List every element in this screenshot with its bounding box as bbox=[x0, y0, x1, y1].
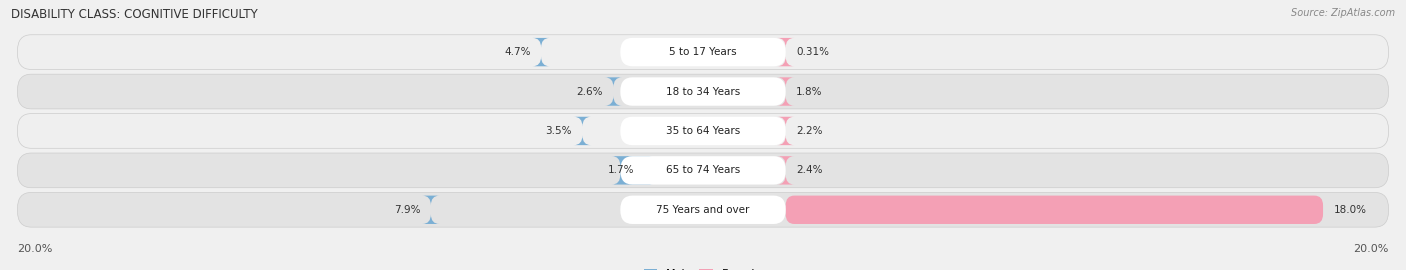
Text: Source: ZipAtlas.com: Source: ZipAtlas.com bbox=[1291, 8, 1395, 18]
FancyBboxPatch shape bbox=[533, 38, 550, 66]
Text: 18 to 34 Years: 18 to 34 Years bbox=[666, 86, 740, 97]
Text: 35 to 64 Years: 35 to 64 Years bbox=[666, 126, 740, 136]
FancyBboxPatch shape bbox=[778, 156, 794, 185]
Text: 4.7%: 4.7% bbox=[505, 47, 531, 57]
FancyBboxPatch shape bbox=[620, 156, 786, 185]
FancyBboxPatch shape bbox=[778, 77, 794, 106]
FancyBboxPatch shape bbox=[17, 35, 1389, 69]
Text: 18.0%: 18.0% bbox=[1333, 205, 1367, 215]
FancyBboxPatch shape bbox=[620, 77, 786, 106]
FancyBboxPatch shape bbox=[778, 38, 794, 66]
Text: 2.4%: 2.4% bbox=[796, 165, 823, 176]
FancyBboxPatch shape bbox=[422, 195, 440, 224]
Legend: Male, Female: Male, Female bbox=[644, 269, 762, 270]
FancyBboxPatch shape bbox=[778, 117, 794, 145]
FancyBboxPatch shape bbox=[17, 74, 1389, 109]
Text: 1.8%: 1.8% bbox=[796, 86, 823, 97]
FancyBboxPatch shape bbox=[605, 77, 621, 106]
FancyBboxPatch shape bbox=[17, 193, 1389, 227]
FancyBboxPatch shape bbox=[620, 195, 786, 224]
Text: 7.9%: 7.9% bbox=[394, 205, 420, 215]
Text: 1.7%: 1.7% bbox=[607, 165, 634, 176]
FancyBboxPatch shape bbox=[17, 114, 1389, 148]
FancyBboxPatch shape bbox=[17, 153, 1389, 188]
Text: 20.0%: 20.0% bbox=[17, 244, 53, 255]
FancyBboxPatch shape bbox=[574, 117, 591, 145]
Text: DISABILITY CLASS: COGNITIVE DIFFICULTY: DISABILITY CLASS: COGNITIVE DIFFICULTY bbox=[11, 8, 257, 21]
FancyBboxPatch shape bbox=[612, 156, 652, 185]
FancyBboxPatch shape bbox=[620, 38, 786, 66]
Text: 2.6%: 2.6% bbox=[576, 86, 603, 97]
FancyBboxPatch shape bbox=[620, 117, 786, 145]
Text: 3.5%: 3.5% bbox=[546, 126, 572, 136]
Text: 2.2%: 2.2% bbox=[796, 126, 823, 136]
Text: 75 Years and over: 75 Years and over bbox=[657, 205, 749, 215]
Text: 20.0%: 20.0% bbox=[1353, 244, 1389, 255]
Text: 0.31%: 0.31% bbox=[796, 47, 830, 57]
FancyBboxPatch shape bbox=[786, 195, 1323, 224]
Text: 65 to 74 Years: 65 to 74 Years bbox=[666, 165, 740, 176]
Text: 5 to 17 Years: 5 to 17 Years bbox=[669, 47, 737, 57]
